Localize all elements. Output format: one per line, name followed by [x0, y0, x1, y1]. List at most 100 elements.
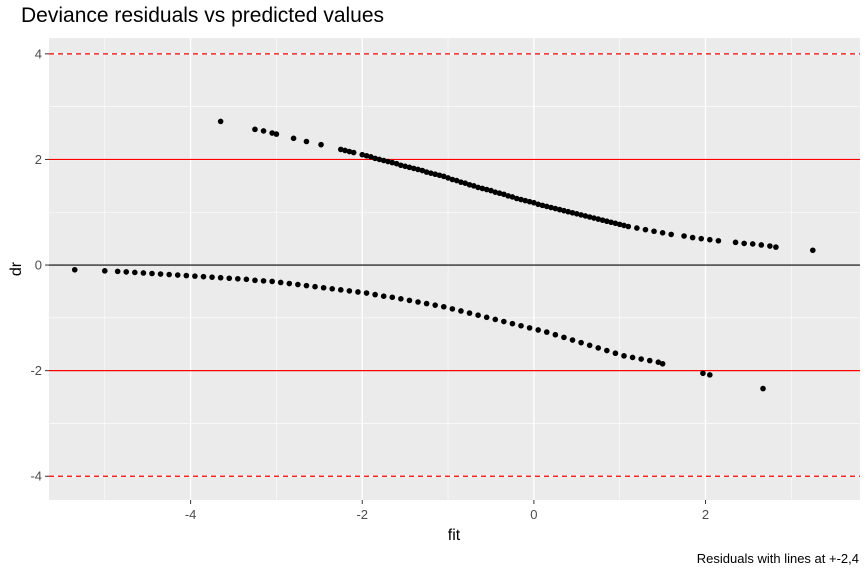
y-tick-label: 4 — [35, 46, 42, 61]
data-point — [312, 283, 318, 290]
data-point — [269, 278, 275, 285]
data-point — [591, 215, 597, 221]
data-point — [513, 195, 520, 202]
data-point — [290, 135, 297, 142]
x-tick-label: 0 — [530, 507, 537, 522]
y-tick-label: 2 — [35, 152, 42, 167]
data-point — [612, 220, 619, 227]
data-point — [380, 293, 387, 299]
y-axis-title: dr — [8, 261, 25, 276]
data-point — [526, 325, 533, 331]
data-point — [449, 176, 456, 183]
data-point — [415, 166, 421, 173]
data-point — [380, 157, 387, 164]
data-point — [217, 118, 224, 125]
data-point — [423, 300, 430, 307]
data-point — [385, 158, 391, 165]
data-point — [260, 128, 267, 134]
data-point — [406, 297, 413, 304]
x-tick-label: -4 — [185, 507, 197, 522]
data-point — [543, 203, 550, 210]
data-point — [432, 171, 438, 178]
data-point — [372, 155, 378, 162]
data-point — [217, 274, 224, 281]
data-point — [535, 327, 541, 333]
data-point — [586, 342, 593, 349]
data-point — [140, 270, 147, 276]
data-point — [707, 372, 713, 378]
data-point — [526, 198, 533, 205]
data-point — [681, 233, 687, 239]
data-point — [423, 169, 430, 175]
data-point — [604, 347, 610, 354]
x-axis-title: fit — [448, 527, 461, 544]
data-point — [578, 339, 584, 346]
data-point — [773, 244, 779, 250]
chart-title: Deviance residuals vs predicted values — [21, 4, 385, 27]
data-point — [578, 212, 584, 218]
data-point — [509, 320, 516, 327]
data-point — [595, 345, 602, 351]
data-point — [389, 159, 396, 166]
data-point — [501, 318, 507, 325]
data-point — [715, 237, 722, 244]
data-point — [509, 194, 516, 200]
data-point — [556, 206, 563, 213]
data-point — [368, 154, 374, 160]
data-point — [634, 225, 640, 231]
data-point — [659, 360, 666, 367]
data-point — [252, 126, 258, 133]
data-point — [277, 279, 284, 286]
data-point — [518, 196, 524, 203]
data-points — [71, 118, 816, 392]
data-point — [458, 179, 464, 185]
data-point — [552, 331, 559, 338]
data-point — [749, 241, 756, 247]
data-point — [273, 131, 280, 137]
data-point — [174, 272, 181, 278]
data-point — [518, 322, 524, 329]
x-axis-ticks: -4 -2 0 2 — [185, 500, 709, 522]
reference-lines — [49, 53, 860, 477]
data-point — [565, 208, 572, 215]
data-point — [440, 303, 447, 310]
data-point — [561, 207, 567, 214]
data-point — [561, 334, 567, 341]
data-point — [123, 269, 130, 275]
data-point — [346, 288, 353, 294]
data-point — [329, 286, 336, 292]
data-point — [668, 231, 674, 238]
data-point — [522, 197, 529, 204]
data-point — [767, 243, 773, 249]
data-point — [209, 274, 215, 280]
data-point — [337, 287, 344, 293]
data-point — [402, 163, 408, 170]
y-tick-label: 0 — [35, 258, 42, 273]
data-point — [166, 271, 172, 278]
data-point — [449, 306, 456, 312]
data-point — [582, 213, 589, 219]
data-point — [359, 151, 366, 158]
data-point — [303, 282, 310, 289]
data-point — [342, 147, 348, 154]
x-tick-label: 2 — [702, 507, 709, 522]
data-point — [466, 181, 473, 188]
data-point — [543, 329, 550, 335]
y-tick-label: -2 — [30, 363, 42, 378]
data-point — [471, 183, 477, 189]
data-point — [415, 299, 421, 305]
data-point — [569, 209, 576, 216]
data-point — [286, 280, 293, 287]
data-point — [689, 234, 696, 241]
data-point — [157, 271, 164, 277]
data-point — [612, 350, 619, 357]
data-point — [700, 370, 706, 377]
data-point — [492, 189, 499, 195]
data-point — [475, 312, 481, 319]
data-point — [149, 270, 155, 277]
data-point — [475, 184, 481, 191]
data-point — [535, 201, 541, 208]
data-point — [625, 223, 632, 230]
data-point — [376, 156, 383, 163]
data-point — [501, 191, 507, 198]
